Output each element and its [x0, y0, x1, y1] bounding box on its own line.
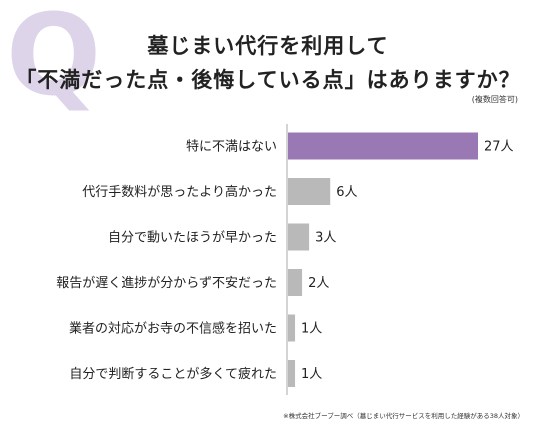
- category-label-1: 代行手数料が思ったより高かった: [82, 184, 277, 200]
- category-label-5: 自分で判断することが多くて疲れた: [69, 366, 277, 382]
- value-label-4: 1人: [301, 322, 322, 337]
- chart-title-line2: 「不満だった点・後悔している点」はありますか？: [15, 68, 521, 92]
- bar-2: [288, 223, 310, 251]
- bar-5: [288, 360, 296, 387]
- bar-0: [288, 132, 478, 160]
- value-label-0: 27人: [484, 140, 514, 155]
- category-label-0: 特に不満はない: [186, 140, 277, 155]
- category-label-2: 自分で動いたほうが早かった: [108, 231, 277, 246]
- q-mark: Q: [6, 0, 102, 121]
- value-label-3: 2人: [308, 276, 329, 291]
- bar-3: [288, 269, 303, 296]
- value-label-2: 3人: [315, 231, 336, 246]
- value-label-5: 1人: [301, 367, 322, 382]
- footnote: ※株式会社ブーブー調べ（墓じまい代行サービスを利用した経験がある38人対象）: [283, 412, 524, 420]
- category-label-3: 報告が遅く進捗が分からず不安だった: [56, 276, 277, 291]
- category-label-4: 業者の対応がお寺の不信感を招いた: [69, 321, 277, 337]
- value-label-1: 6人: [336, 185, 357, 200]
- bar-4: [288, 314, 296, 342]
- chart-title-line1: 墓じまい代行を利用して: [147, 34, 389, 58]
- bar-1: [288, 178, 331, 205]
- multiple-answer-note: (複数回答可): [471, 95, 518, 104]
